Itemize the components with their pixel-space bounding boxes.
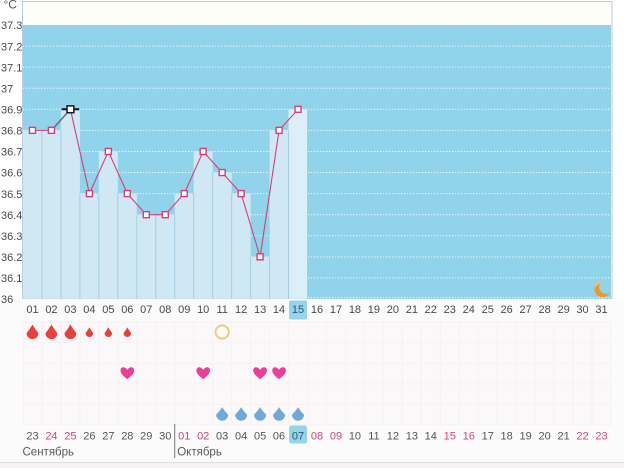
svg-text:12: 12: [387, 431, 399, 443]
svg-text:30: 30: [159, 431, 171, 443]
svg-text:02: 02: [45, 304, 57, 316]
svg-text:22: 22: [576, 431, 588, 443]
svg-text:20: 20: [387, 304, 399, 316]
svg-text:37.1: 37.1: [1, 62, 22, 74]
svg-text:05: 05: [254, 431, 266, 443]
svg-text:14: 14: [425, 431, 437, 443]
svg-text:12: 12: [235, 304, 247, 316]
svg-text:25: 25: [482, 304, 494, 316]
svg-text:27: 27: [520, 304, 532, 316]
svg-text:29: 29: [557, 304, 569, 316]
svg-text:24: 24: [45, 431, 57, 443]
svg-text:16: 16: [311, 304, 323, 316]
svg-text:04: 04: [235, 431, 247, 443]
svg-text:10: 10: [197, 304, 209, 316]
svg-text:02: 02: [197, 431, 209, 443]
svg-text:11: 11: [368, 431, 379, 443]
svg-text:28: 28: [538, 304, 550, 316]
svg-text:27: 27: [102, 431, 114, 443]
svg-text:36: 36: [1, 294, 13, 306]
svg-text:37.2: 37.2: [1, 41, 22, 53]
svg-text:36.2: 36.2: [1, 252, 22, 264]
svg-text:30: 30: [576, 304, 588, 316]
svg-text:09: 09: [330, 431, 342, 443]
svg-text:04: 04: [83, 304, 95, 316]
svg-text:17: 17: [482, 431, 494, 443]
svg-text:07: 07: [292, 431, 304, 443]
svg-text:°C: °C: [4, 0, 18, 12]
svg-text:10: 10: [349, 431, 361, 443]
svg-text:18: 18: [501, 431, 513, 443]
svg-text:23: 23: [26, 431, 38, 443]
svg-text:37: 37: [1, 83, 13, 95]
svg-text:22: 22: [425, 304, 437, 316]
svg-text:19: 19: [368, 304, 380, 316]
svg-text:15: 15: [292, 304, 304, 316]
svg-text:28: 28: [121, 431, 133, 443]
svg-text:29: 29: [140, 431, 152, 443]
svg-text:23: 23: [595, 431, 607, 443]
svg-text:14: 14: [273, 304, 285, 316]
svg-text:36.4: 36.4: [1, 210, 22, 222]
svg-text:18: 18: [349, 304, 361, 316]
svg-text:36.5: 36.5: [1, 189, 22, 201]
svg-text:01: 01: [26, 304, 38, 316]
svg-text:37.3: 37.3: [1, 20, 22, 32]
svg-text:15: 15: [444, 431, 456, 443]
svg-text:06: 06: [273, 431, 285, 443]
svg-text:17: 17: [330, 304, 342, 316]
svg-text:21: 21: [557, 431, 569, 443]
svg-text:08: 08: [159, 304, 171, 316]
svg-text:36.9: 36.9: [1, 105, 22, 117]
svg-text:07: 07: [140, 304, 152, 316]
svg-text:Сентябрь: Сентябрь: [23, 447, 75, 459]
svg-text:36.3: 36.3: [1, 231, 22, 243]
svg-text:26: 26: [83, 431, 95, 443]
svg-text:23: 23: [444, 304, 456, 316]
svg-text:08: 08: [311, 431, 323, 443]
svg-text:05: 05: [102, 304, 114, 316]
svg-text:31: 31: [595, 304, 607, 316]
svg-text:21: 21: [406, 304, 418, 316]
svg-text:19: 19: [520, 431, 532, 443]
svg-text:06: 06: [121, 304, 133, 316]
svg-text:03: 03: [64, 304, 76, 316]
svg-text:13: 13: [406, 431, 418, 443]
svg-text:24: 24: [463, 304, 475, 316]
svg-text:36.7: 36.7: [1, 147, 22, 159]
svg-text:16: 16: [463, 431, 475, 443]
svg-text:36.8: 36.8: [1, 126, 22, 138]
svg-text:36.1: 36.1: [1, 273, 22, 285]
svg-text:03: 03: [216, 431, 228, 443]
svg-text:01: 01: [178, 431, 190, 443]
svg-text:25: 25: [64, 431, 76, 443]
svg-text:26: 26: [501, 304, 513, 316]
svg-text:36.6: 36.6: [1, 168, 22, 180]
svg-text:11: 11: [216, 304, 227, 316]
svg-text:Октябрь: Октябрь: [177, 447, 222, 459]
svg-text:13: 13: [254, 304, 266, 316]
svg-text:20: 20: [538, 431, 550, 443]
svg-text:09: 09: [178, 304, 190, 316]
